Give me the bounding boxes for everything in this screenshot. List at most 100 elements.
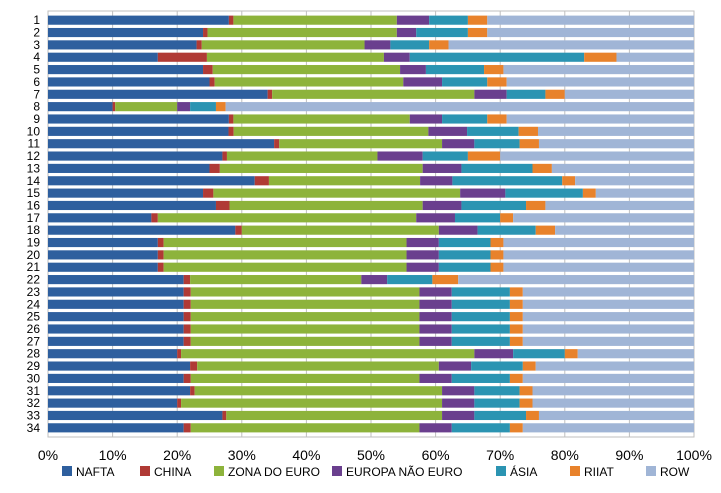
- axis-layer: 0% 10% 20% 30% 40% 50% 60% 70% 80% 90% 100%1234567…: [27, 13, 712, 463]
- bar-segment: [48, 336, 184, 346]
- bar-segment: [477, 225, 536, 235]
- bar-segment: [115, 102, 178, 112]
- bar-segment: [490, 237, 504, 248]
- bar-segment: [48, 126, 229, 136]
- bar-segment: [390, 40, 430, 50]
- bar-segment: [461, 200, 527, 211]
- bar-segment: [48, 349, 178, 359]
- bar-segment: [442, 139, 475, 149]
- bar-segment: [48, 176, 255, 186]
- bar-segment: [226, 410, 443, 421]
- bar-segment: [442, 386, 475, 396]
- bar-segment: [500, 213, 514, 223]
- bar-segment: [595, 188, 694, 198]
- bar-segment: [212, 65, 401, 75]
- category-label: 15: [27, 186, 41, 200]
- bar-segment: [183, 275, 191, 285]
- bar-segment: [406, 237, 439, 248]
- bar-segment: [545, 200, 694, 211]
- bar-segment: [48, 188, 204, 198]
- bar-segment: [519, 386, 533, 396]
- bar-segment: [383, 52, 410, 62]
- bar-segment: [48, 361, 191, 371]
- bar-segment: [214, 77, 404, 87]
- bar-segment: [545, 89, 565, 99]
- bar-segment: [183, 299, 191, 309]
- bar-segment: [506, 77, 694, 87]
- bar-segment: [48, 423, 184, 433]
- category-label: 31: [27, 384, 41, 398]
- bar-segment: [48, 151, 223, 161]
- bar-segment: [190, 102, 216, 112]
- category-label: 17: [27, 211, 41, 225]
- bar-segment: [177, 398, 182, 408]
- legend-label: ROW: [660, 465, 690, 479]
- bar-segment: [458, 275, 694, 285]
- category-label: 25: [27, 310, 41, 324]
- bar-segment: [215, 200, 230, 211]
- bar-segment: [400, 65, 426, 75]
- bar-segment: [48, 324, 184, 334]
- bar-segment: [274, 139, 280, 149]
- bar-segment: [419, 299, 452, 309]
- bar-segment: [429, 40, 449, 50]
- bar-segment: [279, 139, 443, 149]
- x-tick-label: 60%: [422, 447, 450, 463]
- bar-segment: [183, 423, 191, 433]
- bar-segment: [509, 373, 523, 383]
- bar-segment: [438, 237, 491, 248]
- bar-segment: [48, 386, 191, 396]
- x-tick-label: 100%: [676, 447, 712, 463]
- bar-segment: [226, 151, 378, 161]
- bar-segment: [190, 336, 420, 346]
- bar-segment: [190, 361, 198, 371]
- bar-segment: [197, 361, 439, 371]
- bar-segment: [577, 349, 694, 359]
- bar-segment: [484, 65, 504, 75]
- legend-swatch: [140, 466, 150, 476]
- bar-segment: [183, 373, 191, 383]
- category-label: 12: [27, 149, 41, 163]
- bar-segment: [157, 237, 164, 248]
- bar-segment: [157, 262, 164, 272]
- category-label: 32: [27, 396, 41, 410]
- bar-segment: [526, 200, 546, 211]
- bar-segment: [190, 287, 420, 297]
- bar-segment: [48, 237, 158, 248]
- bar-segment: [522, 324, 694, 334]
- bar-segment: [509, 287, 523, 297]
- legend-label: NAFTA: [76, 465, 114, 479]
- category-label: 29: [27, 359, 41, 373]
- bar-segment: [241, 225, 439, 235]
- category-label: 21: [27, 260, 41, 274]
- bar-segment: [500, 151, 694, 161]
- category-label: 24: [27, 297, 41, 311]
- legend-swatch: [496, 466, 506, 476]
- legend: NAFTA CHINA ZONA DO EURO EUROPA NÃO EURO ÁSI…: [62, 464, 690, 479]
- category-label: 16: [27, 198, 41, 212]
- bar-segment: [48, 40, 197, 50]
- bar-segment: [522, 287, 694, 297]
- legend-swatch: [62, 466, 72, 476]
- bar-segment: [48, 27, 204, 38]
- bar-segment: [538, 410, 694, 421]
- bar-segment: [48, 102, 113, 112]
- bar-segment: [157, 213, 417, 223]
- bar-segment: [442, 114, 488, 124]
- bar-segment: [474, 89, 507, 99]
- legend-label: ZONA DO EURO: [228, 465, 320, 479]
- bar-segment: [438, 225, 478, 235]
- bar-segment: [222, 151, 227, 161]
- bar-segment: [535, 361, 694, 371]
- bar-segment: [48, 77, 210, 87]
- bar-segment: [474, 386, 520, 396]
- bar-segment: [467, 151, 501, 161]
- bar-segment: [509, 299, 523, 309]
- bar-segment: [48, 287, 184, 297]
- bar-segment: [233, 15, 397, 25]
- bar-segment: [48, 163, 210, 173]
- grid-layer: [47, 10, 695, 438]
- bar-segment: [438, 250, 491, 260]
- bar-segment: [163, 237, 407, 248]
- bar-segment: [522, 361, 536, 371]
